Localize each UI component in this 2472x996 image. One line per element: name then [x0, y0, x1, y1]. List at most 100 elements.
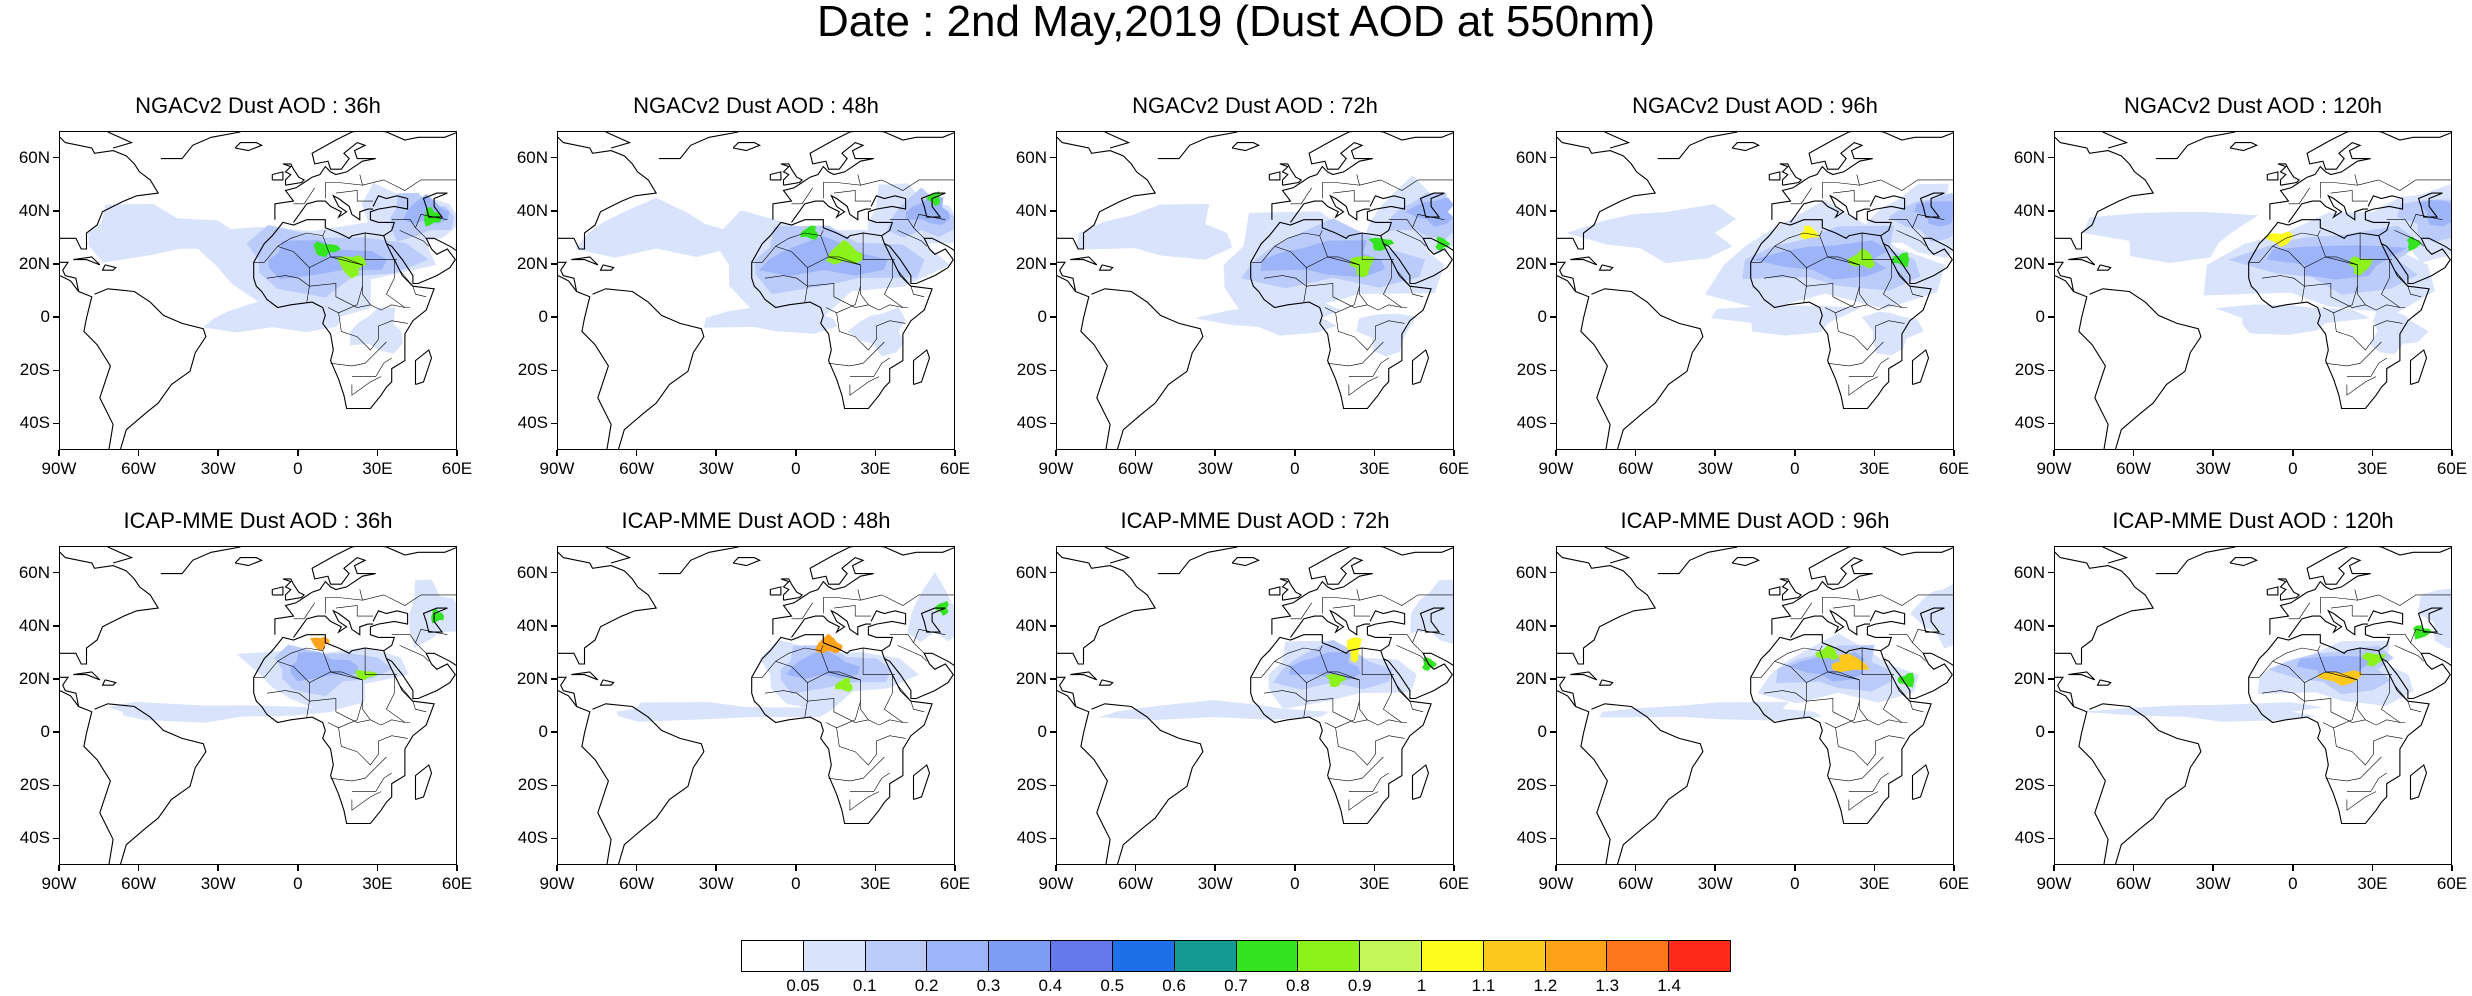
lat-tick-label: 20S: [1516, 775, 1547, 795]
lon-tick-label: 90W: [2036, 459, 2072, 478]
country-border: [1348, 772, 1389, 792]
lon-tick: [217, 450, 219, 456]
country-border: [828, 341, 885, 367]
coastline: [1883, 652, 1953, 700]
coastline: [2068, 256, 2096, 266]
country-border: [362, 701, 371, 720]
lat-tick-label: 20S: [19, 775, 50, 795]
lon-tick: [1134, 865, 1137, 871]
lat-tick-label: 0: [538, 722, 548, 742]
country-border: [2357, 594, 2451, 606]
lon-tick-label: 0: [1290, 874, 1300, 893]
country-border: [1322, 174, 1360, 199]
aod-contour-region: [2082, 211, 2259, 263]
panel-title: ICAP-MME Dust AOD : 120h: [2112, 508, 2394, 533]
country-border: [386, 259, 411, 308]
lat-tick-label: 60N: [1015, 147, 1047, 167]
aod-contour-region: [758, 236, 888, 276]
country-border: [862, 648, 895, 675]
coastline: [920, 192, 946, 218]
country-border: [1290, 187, 1312, 205]
coastline: [1231, 142, 1261, 152]
country-border: [2322, 307, 2403, 351]
aod-contour-region: [2215, 304, 2370, 335]
country-border: [1819, 235, 1860, 266]
country-border: [1750, 245, 1860, 314]
country-border: [1912, 629, 1945, 643]
lat-tick-label: 0: [2035, 722, 2045, 742]
lon-tick: [1714, 450, 1716, 456]
lat-tick-label: 0: [1537, 307, 1547, 327]
aod-hotspot: [1349, 256, 1375, 278]
country-border: [2320, 589, 2358, 614]
country-border: [322, 650, 363, 681]
country-border: [1803, 267, 1807, 303]
country-border: [1763, 275, 1902, 311]
coastline: [1383, 237, 1453, 285]
lat-tick: [2048, 263, 2054, 265]
lon-tick-label: 30E: [362, 874, 393, 893]
lon-tick: [2292, 865, 2294, 871]
coastline: [2055, 676, 2075, 707]
aod-contour-region: [2418, 588, 2451, 649]
lat-tick: [2048, 571, 2054, 574]
country-border: [391, 634, 427, 654]
lat-tick-label: 20N: [18, 668, 50, 688]
lon-tick-label: 30E: [362, 459, 393, 478]
coastline: [1591, 288, 1704, 449]
country-border: [1388, 219, 1424, 239]
country-border: [2330, 190, 2369, 202]
coastline: [867, 610, 907, 652]
lat-tick: [1550, 571, 1556, 574]
lat-tick-label: 60N: [1515, 147, 1547, 167]
lat-tick-label: 40S: [1516, 413, 1547, 433]
lon-tick-label: 90W: [1538, 874, 1574, 893]
coastline: [780, 163, 804, 186]
country-border: [1896, 230, 1927, 247]
lat-tick-label: 0: [40, 722, 50, 742]
colorbar-label: 0.8: [1286, 976, 1310, 995]
lat-tick: [2048, 731, 2054, 733]
country-border: [791, 187, 813, 205]
lat-tick-label: 40S: [2014, 413, 2045, 433]
coastline: [414, 764, 433, 801]
lat-tick-label: 60N: [18, 562, 50, 582]
coastline: [271, 171, 284, 181]
coastline: [2155, 132, 2236, 160]
coastline: [558, 261, 578, 292]
coastline: [282, 163, 306, 186]
lat-tick-label: 20S: [19, 360, 50, 380]
coastline: [751, 219, 933, 410]
colorbar-label: 1.2: [1533, 976, 1558, 995]
country-border: [364, 648, 397, 675]
country-border: [415, 629, 448, 643]
country-border: [913, 214, 946, 228]
colorbar-box: [1483, 941, 1546, 971]
lat-tick-label: 40S: [517, 828, 548, 848]
coastline: [2055, 690, 2109, 864]
figure-title: Date : 2nd May,2019 (Dust AOD at 550nm): [816, 0, 1656, 46]
country-border: [1383, 259, 1408, 308]
coastline: [571, 256, 599, 266]
coastline: [1591, 703, 1704, 864]
country-border: [1263, 275, 1402, 311]
coastline: [1366, 195, 1406, 237]
lat-tick: [1550, 731, 1556, 733]
lat-tick-label: 40S: [1516, 828, 1547, 848]
coastline: [2096, 264, 2112, 271]
country-border: [325, 589, 363, 614]
panel-title: NGACv2 Dust AOD : 48h: [633, 93, 879, 118]
country-border: [1348, 357, 1389, 377]
country-border: [860, 701, 869, 720]
coastline: [1383, 652, 1453, 700]
coastline: [60, 690, 114, 864]
lat-tick: [2048, 422, 2054, 425]
coastline: [1070, 671, 1098, 681]
coastline: [2102, 547, 2129, 564]
coastline: [2269, 547, 2451, 635]
lon-tick: [137, 865, 140, 871]
lon-tick-label: 0: [791, 459, 801, 478]
lon-tick-label: 30W: [200, 459, 236, 478]
country-border: [1822, 589, 1860, 614]
country-border: [1303, 682, 1307, 718]
